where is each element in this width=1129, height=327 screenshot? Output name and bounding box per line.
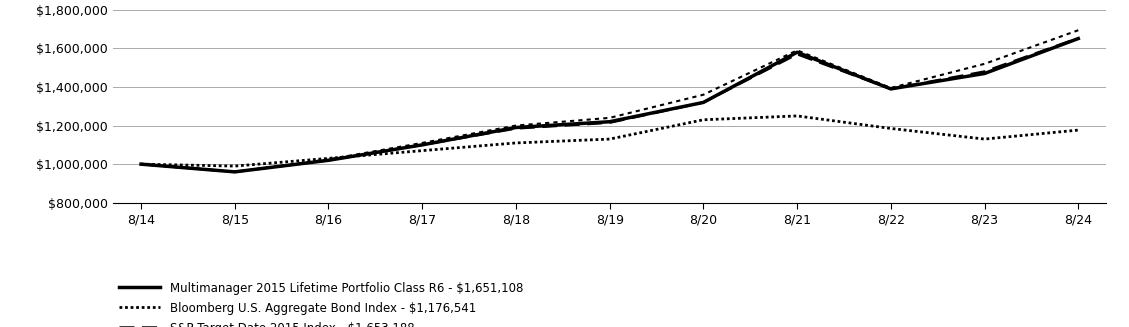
Legend: Multimanager 2015 Lifetime Portfolio Class R6 - $1,651,108, Bloomberg U.S. Aggre: Multimanager 2015 Lifetime Portfolio Cla… [119, 282, 523, 327]
